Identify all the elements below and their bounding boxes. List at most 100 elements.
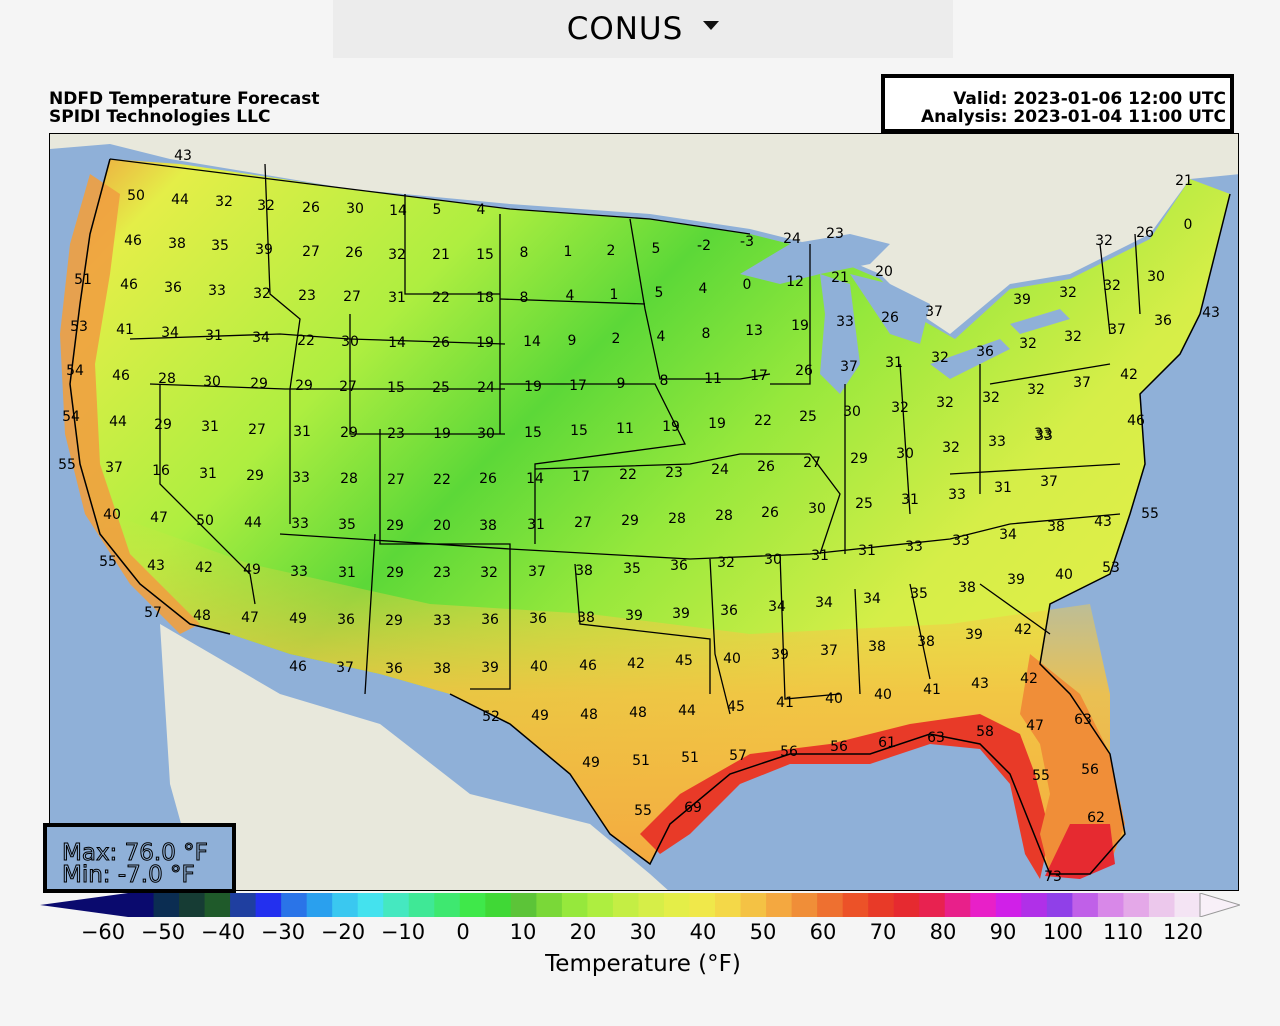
temperature-value: 31: [388, 290, 406, 306]
temperature-value: 29: [385, 613, 403, 629]
temperature-value: 19: [708, 416, 726, 432]
temperature-value: 26: [479, 471, 497, 487]
temperature-value: 27: [248, 422, 266, 438]
temperature-value: 26: [881, 310, 899, 326]
region-selector-label: CONUS: [566, 11, 684, 47]
temperature-value: 27: [803, 455, 821, 471]
colorbar-segment: [153, 893, 180, 917]
temperature-value: 31: [811, 548, 829, 564]
temperature-value: 8: [659, 373, 669, 389]
max-min-box: Max: 76.0 °F Min: -7.0 °F: [43, 823, 236, 893]
temperature-value: 34: [815, 595, 833, 611]
us-canada-border: [109, 158, 751, 235]
temperature-value: 49: [531, 708, 549, 724]
temperature-value: 31: [885, 355, 903, 371]
temperature-value: 8: [519, 245, 529, 261]
temperature-value: 26: [302, 200, 320, 216]
temperature-value: 39: [965, 627, 983, 643]
temperature-value: 45: [727, 699, 745, 715]
temperature-value: 47: [1026, 718, 1044, 734]
gulf-coastal-band: [640, 714, 1050, 879]
temperature-value: 31: [199, 466, 217, 482]
temperature-value: 32: [931, 350, 949, 366]
colorbar-tick-label: 50: [749, 920, 777, 944]
temperature-value: 34: [768, 599, 786, 615]
colorbar-segment: [1072, 893, 1099, 917]
temperature-value: 11: [704, 371, 722, 387]
temperature-value: 31: [338, 565, 356, 581]
temperature-value: 32: [717, 555, 735, 571]
temperature-value: 47: [150, 510, 168, 526]
temperature-value: 42: [1020, 671, 1038, 687]
colorbar-segment: [1174, 893, 1201, 917]
temperature-value: 39: [481, 660, 499, 676]
temperature-value: 40: [530, 659, 548, 675]
colorbar-max-extension: [1199, 893, 1240, 917]
colorbar: [40, 893, 1240, 917]
temperature-value: 57: [729, 748, 747, 764]
colorbar-segment: [281, 893, 308, 917]
temperature-value: 26: [432, 335, 450, 351]
temperature-value: 35: [623, 561, 641, 577]
colorbar-segment: [893, 893, 920, 917]
temperature-value: 40: [103, 507, 121, 523]
temperature-value: 33: [1034, 426, 1052, 442]
colorbar-segment: [434, 893, 461, 917]
temperature-value: 48: [629, 705, 647, 721]
temperature-value: 14: [388, 335, 406, 351]
map-graphic: [50, 134, 1238, 890]
temperature-value: 14: [523, 334, 541, 350]
temperature-value: 46: [124, 233, 142, 249]
temperature-value: 43: [971, 676, 989, 692]
temperature-value: 30: [477, 426, 495, 442]
temperature-value: 44: [109, 414, 127, 430]
temperature-value: 62: [1087, 810, 1105, 826]
temperature-value: 49: [582, 755, 600, 771]
temperature-value: 25: [855, 496, 873, 512]
temperature-value: 4: [476, 202, 486, 218]
temperature-value: 39: [255, 242, 273, 258]
temperature-value: 34: [252, 330, 270, 346]
temperature-value: 73: [1044, 869, 1062, 885]
temperature-value: 33: [952, 533, 970, 549]
temperature-value: 28: [158, 371, 176, 387]
temperature-value: 33: [292, 470, 310, 486]
temperature-value: 30: [203, 374, 221, 390]
colorbar-segment: [689, 893, 716, 917]
title-line-2: SPIDI Technologies LLC: [49, 107, 271, 127]
temperature-value: 5: [651, 241, 661, 257]
temperature-value: 4: [656, 329, 666, 345]
region-selector[interactable]: CONUS: [333, 0, 953, 58]
temperature-value: 55: [1032, 768, 1050, 784]
temperature-value: 14: [389, 203, 407, 219]
temperature-value: 21: [432, 247, 450, 263]
temperature-value: 2: [611, 331, 621, 347]
temperature-value: 19: [524, 379, 542, 395]
temperature-value: 17: [750, 368, 768, 384]
temperature-value: 56: [1081, 762, 1099, 778]
temperature-value: 58: [976, 724, 994, 740]
temperature-value: 19: [662, 419, 680, 435]
colorbar-segment: [587, 893, 614, 917]
temperature-value: 46: [289, 659, 307, 675]
temperature-value: 40: [874, 687, 892, 703]
temperature-value: 37: [925, 304, 943, 320]
temperature-value: 32: [891, 400, 909, 416]
temperature-value: 40: [825, 691, 843, 707]
colorbar-segment: [1046, 893, 1073, 917]
temperature-value: 22: [433, 472, 451, 488]
temperature-value: 33: [905, 539, 923, 555]
temperature-value: 30: [1147, 269, 1165, 285]
temperature-value: 46: [579, 658, 597, 674]
colorbar-segment: [332, 893, 359, 917]
temperature-value: 46: [120, 277, 138, 293]
caret-down-icon[interactable]: [703, 20, 720, 30]
temperature-value: 31: [205, 328, 223, 344]
temperature-value: 32: [1027, 382, 1045, 398]
min-value: Min: -7.0 °F: [62, 862, 196, 888]
colorbar-segment: [766, 893, 793, 917]
temperature-value: 37: [1108, 322, 1126, 338]
temperature-value: 32: [942, 440, 960, 456]
temperature-value: 0: [1183, 217, 1193, 233]
temperature-value: 1: [563, 244, 573, 260]
